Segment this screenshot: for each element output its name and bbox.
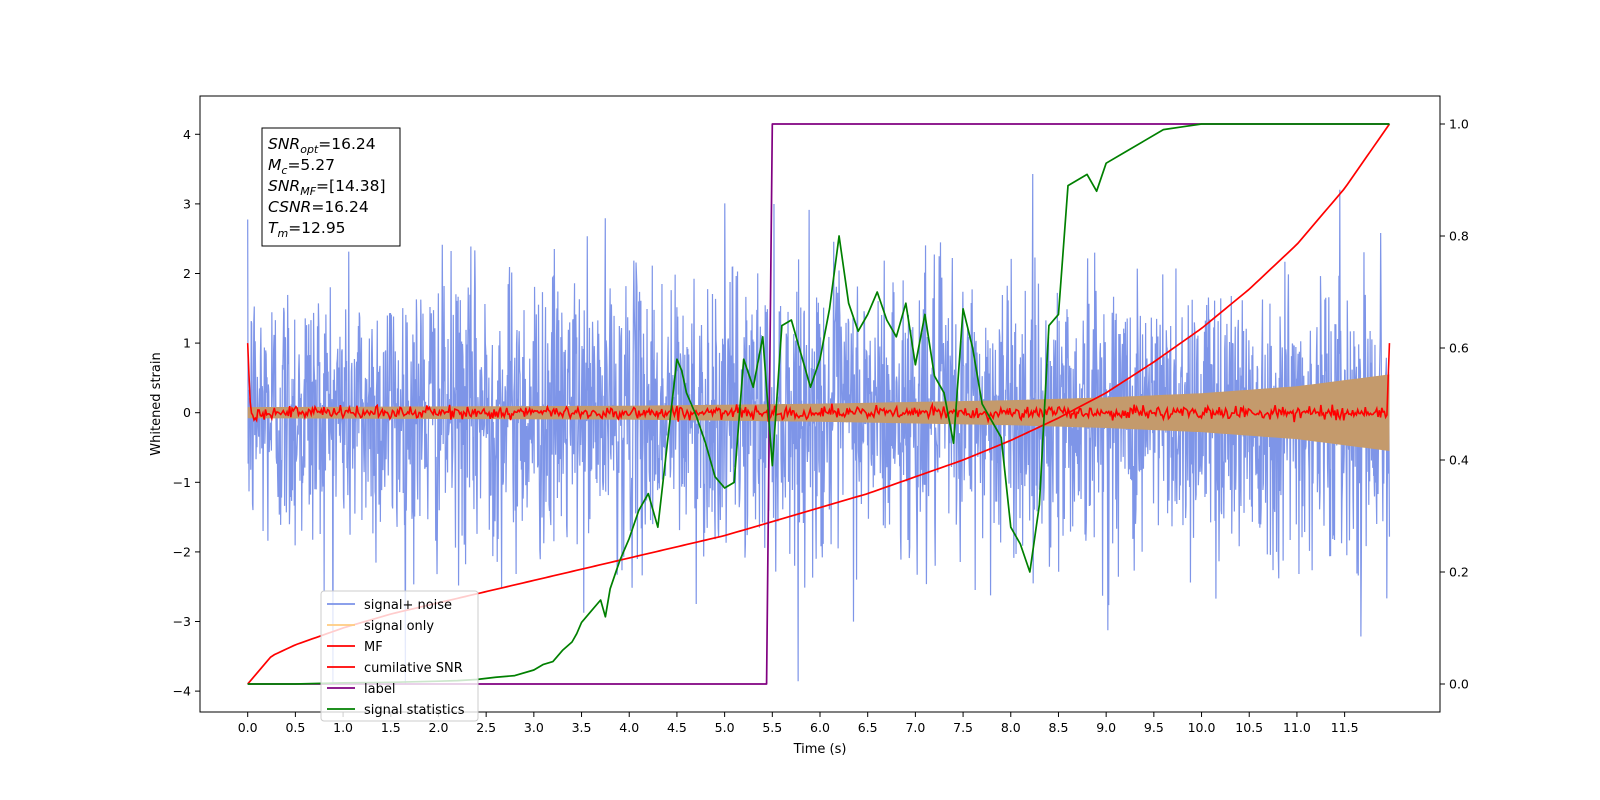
info-symbol: T <box>268 219 279 237</box>
info-line: SNRMF=[14.38] <box>268 177 386 198</box>
x-tick-label: 1.5 <box>381 720 401 735</box>
x-tick-label: 2.5 <box>476 720 496 735</box>
y-left-tick-label: 2 <box>183 266 191 281</box>
info-subscript: c <box>281 164 287 177</box>
series-mf <box>246 343 1391 424</box>
legend-label: signal+ noise <box>364 598 452 613</box>
x-tick-label: 6.0 <box>810 720 830 735</box>
info-subscript: opt <box>300 143 319 156</box>
info-symbol: SNR <box>268 135 300 153</box>
legend-label: cumilative SNR <box>364 661 463 676</box>
x-tick-label: 1.0 <box>333 720 353 735</box>
info-symbol: M <box>268 156 281 174</box>
y-left-tick-label: −2 <box>173 544 191 559</box>
x-tick-label: 5.0 <box>715 720 735 735</box>
info-subscript: m <box>277 227 288 240</box>
info-line: Tm=12.95 <box>268 219 346 240</box>
axes: 0.0 0.5 1.0 1.5 2.0 2.5 3.0 3.5 4.0 4.5 5.0 5.5 6.0 6… <box>173 117 1469 736</box>
info-box-frame <box>261 127 401 247</box>
info-value: =12.95 <box>288 219 345 237</box>
y-right-tick-label: 0.2 <box>1449 565 1469 580</box>
x-tick-label: 7.5 <box>953 720 973 735</box>
x-tick-label: 4.0 <box>619 720 639 735</box>
info-box: SNRopt=16.24Mc=5.27SNRMF=[14.38]CSNR=16.… <box>261 127 401 247</box>
y-left-tick-label: 3 <box>183 196 191 211</box>
y-left-tick-label: −3 <box>173 614 191 629</box>
x-tick-label: 7.0 <box>905 720 925 735</box>
y-axis-title: Whitened strain <box>149 352 164 455</box>
x-tick-label: 5.5 <box>762 720 782 735</box>
x-tick-label: 11.0 <box>1283 720 1311 735</box>
x-axis-title: Time (s) <box>793 742 847 757</box>
y-left-tick-label: 0 <box>183 405 191 420</box>
legend-label: MF <box>364 640 383 655</box>
x-tick-label: 9.0 <box>1096 720 1116 735</box>
x-tick-label: 10.5 <box>1235 720 1263 735</box>
legend-label: label <box>364 682 395 697</box>
x-tick-label: 6.5 <box>858 720 878 735</box>
series-signal-statistics <box>247 123 1390 685</box>
info-value: =5.27 <box>287 156 335 174</box>
info-symbol: SNR <box>268 177 300 195</box>
series-label <box>247 123 1390 685</box>
x-tick-label: 0.5 <box>285 720 305 735</box>
x-tick-label: 0.0 <box>238 720 258 735</box>
x-tick-label: 11.5 <box>1331 720 1359 735</box>
y-left-tick-label: −1 <box>173 475 191 490</box>
info-value: =[14.38] <box>316 177 385 195</box>
y-left-tick-label: −4 <box>173 684 191 699</box>
y-right-tick-label: 0.6 <box>1449 341 1469 356</box>
x-tick-label: 8.5 <box>1049 720 1069 735</box>
legend-frame <box>320 590 479 722</box>
x-tick-label: 8.0 <box>1001 720 1021 735</box>
y-right-tick-label: 1.0 <box>1449 117 1469 132</box>
legend-label: signal only <box>364 619 434 634</box>
x-tick-label: 9.5 <box>1144 720 1164 735</box>
y-right-tick-label: 0.4 <box>1449 453 1469 468</box>
info-subscript: MF <box>300 185 316 198</box>
legend: signal+ noise signal only MF cumilative SNR… <box>320 590 479 722</box>
y-right-tick-label: 0.8 <box>1449 229 1469 244</box>
x-tick-label: 10.0 <box>1188 720 1216 735</box>
legend-label: signal statistics <box>364 703 465 718</box>
x-tick-label: 3.5 <box>572 720 592 735</box>
x-tick-label: 4.5 <box>667 720 687 735</box>
info-line: CSNR=16.24 <box>268 198 369 216</box>
x-tick-label: 2.0 <box>429 720 449 735</box>
y-left-tick-label: 1 <box>183 336 191 351</box>
info-value: =16.24 <box>311 198 368 216</box>
x-tick-label: 3.0 <box>524 720 544 735</box>
info-line: Mc=5.27 <box>268 156 335 177</box>
y-right-tick-label: 0.0 <box>1449 677 1469 692</box>
info-line: SNRopt=16.24 <box>268 135 376 156</box>
info-symbol: CSNR <box>268 198 311 216</box>
info-value: =16.24 <box>318 135 375 153</box>
y-left-tick-label: 4 <box>183 127 191 142</box>
